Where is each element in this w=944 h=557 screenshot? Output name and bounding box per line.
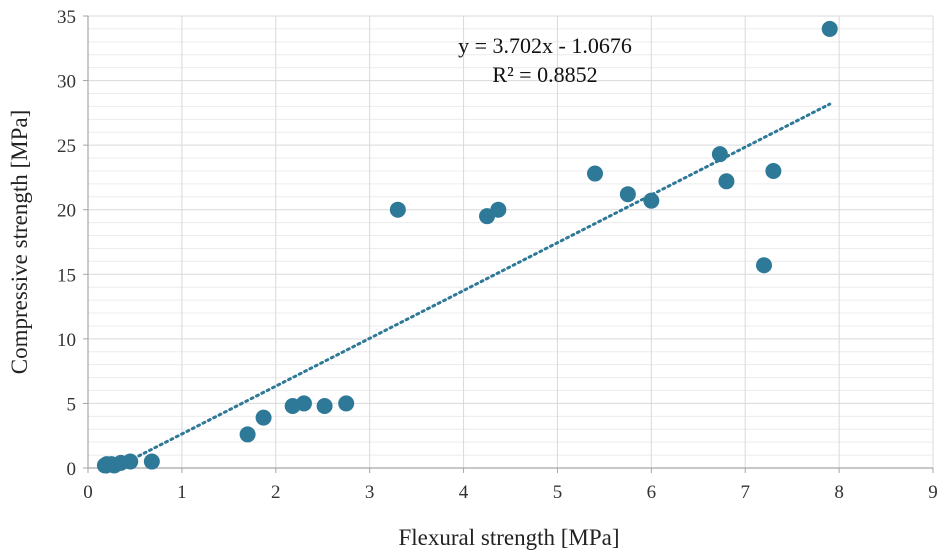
y-tick-label: 20 <box>57 201 76 222</box>
x-tick-label: 3 <box>365 482 375 503</box>
x-tick-label: 5 <box>553 482 563 503</box>
data-point <box>643 192 660 209</box>
data-point <box>821 20 838 37</box>
data-point <box>338 395 355 412</box>
data-point <box>765 162 782 179</box>
data-points <box>96 20 838 474</box>
data-point <box>619 186 636 203</box>
x-tick-label: 7 <box>740 482 750 503</box>
x-tick-label: 0 <box>83 482 93 503</box>
trendline-equation: y = 3.702x - 1.0676 <box>458 33 632 58</box>
y-tick-label: 0 <box>67 459 77 480</box>
data-point <box>389 201 406 218</box>
trendline-group <box>105 102 832 474</box>
y-axis-title: Compressive strength [MPa] <box>7 110 32 374</box>
y-tick-label: 30 <box>57 72 76 93</box>
data-point <box>295 395 312 412</box>
x-tick-label: 8 <box>834 482 844 503</box>
data-point <box>587 165 603 182</box>
data-point <box>490 201 507 218</box>
y-tick-label: 15 <box>57 265 76 286</box>
x-tick-label: 2 <box>271 482 281 503</box>
x-tick-labels: 0 1 2 3 4 5 6 7 8 9 <box>83 482 938 503</box>
grid-lines <box>88 15 934 468</box>
x-tick-label: 4 <box>459 482 469 503</box>
axes <box>83 15 934 473</box>
y-tick-label: 10 <box>57 330 76 351</box>
x-tick-label: 1 <box>177 482 187 503</box>
data-point <box>316 398 333 415</box>
y-tick-label: 5 <box>67 394 77 415</box>
data-point <box>718 173 735 190</box>
trendline-r-squared: R² = 0.8852 <box>492 62 597 87</box>
x-tick-label: 6 <box>647 482 657 503</box>
data-point <box>711 146 728 163</box>
x-tick-label: 9 <box>928 482 938 503</box>
data-point <box>239 426 256 443</box>
y-tick-label: 25 <box>57 136 76 157</box>
data-point <box>756 257 772 274</box>
x-axis-title: Flexural strength [MPa] <box>398 525 619 550</box>
data-point <box>122 453 139 470</box>
y-tick-labels: 0 5 10 15 20 25 30 35 <box>57 7 76 480</box>
data-point <box>143 453 160 470</box>
y-tick-label: 35 <box>57 7 76 28</box>
data-point <box>255 409 272 426</box>
trendline <box>105 102 832 474</box>
